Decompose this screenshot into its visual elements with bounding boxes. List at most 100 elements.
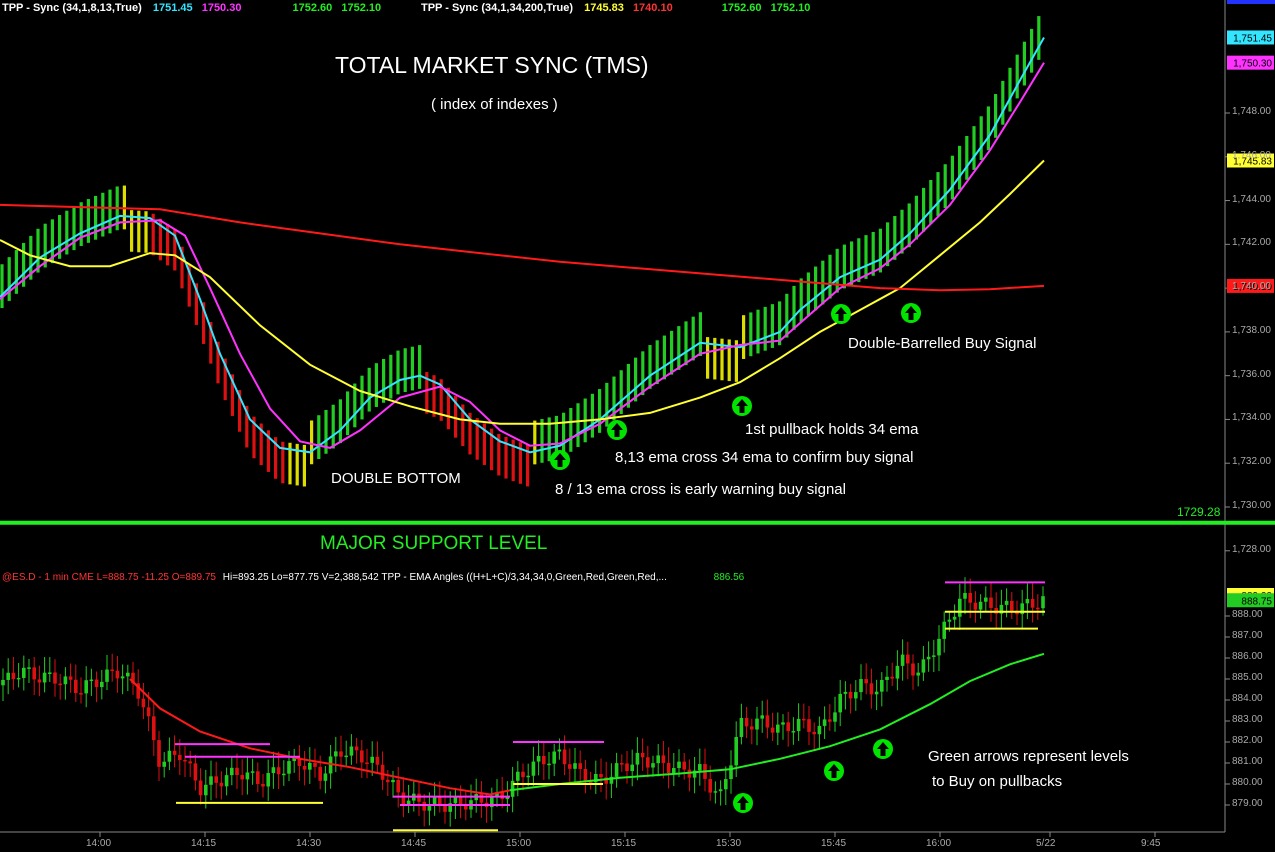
es-candle-body: [937, 638, 941, 656]
support-value-label: 1729.28: [1177, 505, 1221, 519]
tms-price-tag-label: 1,740.10: [1233, 282, 1272, 293]
es-buy-arrow-icon-glyph: [877, 742, 889, 756]
tms-indicator-label: TPP - Sync (34,1,8,13,True): [2, 2, 142, 14]
es-y-tick-label: 883.00: [1232, 714, 1263, 725]
es-candle-body: [178, 754, 182, 760]
es-candle-body: [162, 761, 166, 767]
es-candle-body: [131, 672, 135, 684]
axis-top-marker: [1227, 0, 1275, 4]
es-candle-body: [729, 765, 733, 780]
es-candle-body: [313, 762, 317, 767]
es-price-tag-label: 888.75: [1241, 596, 1272, 607]
es-candle-body: [250, 771, 255, 773]
es-candle-body: [510, 780, 515, 797]
es-candle-body: [817, 725, 822, 735]
tms-price-tag: [1227, 30, 1274, 45]
es-candle-body: [547, 763, 551, 766]
es-ema-line-falling: [129, 678, 511, 796]
es-candle-body: [94, 679, 99, 688]
es-candle-body: [848, 691, 853, 699]
es-candle-body: [536, 756, 541, 762]
es-candle-body: [900, 654, 905, 666]
es-ema-line-rising: [509, 652, 1045, 792]
es-candle-body: [807, 719, 811, 732]
es-candle-body: [906, 654, 910, 664]
es-candle-body: [422, 801, 426, 811]
es-candle-body: [620, 763, 624, 765]
es-y-tick-label: 884.00: [1232, 693, 1263, 704]
es-candle-body: [781, 722, 785, 725]
es-candle-body: [656, 755, 660, 764]
es-price-tag: [1227, 593, 1274, 608]
es-candle-body: [256, 771, 260, 784]
es-candle-body: [370, 756, 374, 763]
es-candle-body: [448, 803, 452, 812]
es-candle-body: [406, 800, 411, 805]
es-candle-body: [16, 677, 21, 680]
x-tick-label: 5/22: [1036, 838, 1056, 849]
es-candle-body: [1030, 599, 1035, 608]
es-candle-body: [495, 792, 499, 798]
es-candle-body: [136, 683, 140, 699]
es-candle-body: [427, 804, 432, 811]
es-candle-body: [963, 592, 967, 599]
major-support-label: MAJOR SUPPORT LEVEL: [320, 533, 548, 554]
es-candle-body: [614, 763, 619, 777]
es-candle-body: [32, 667, 36, 680]
es-candle-body: [666, 762, 671, 774]
tms-price-tag: [1227, 278, 1274, 293]
es-candle-body: [157, 740, 161, 767]
es-candle-body: [692, 770, 697, 778]
es-candle-body: [68, 676, 73, 680]
es-candle-body: [42, 672, 47, 683]
es-candle-body: [230, 767, 234, 776]
x-tick-label: 15:15: [611, 838, 637, 849]
es-candle-body: [708, 778, 712, 793]
es-candle-body: [292, 757, 296, 762]
es-y-tick-label: 888.00: [1232, 609, 1263, 620]
es-candle-body: [235, 767, 239, 776]
chart-title: TOTAL MARKET SYNC (TMS): [335, 52, 649, 78]
tms-price-tag: [1227, 55, 1274, 70]
es-candle-body: [646, 757, 650, 768]
es-candle-body: [240, 775, 244, 780]
es-candle-body: [152, 716, 156, 741]
es-candle-body: [890, 676, 894, 679]
es-candle-body: [640, 752, 645, 758]
x-tick-label: 16:00: [926, 838, 952, 849]
tms-y-tick-label: 1,728.00: [1232, 543, 1271, 555]
tms-price-tag: [1227, 153, 1274, 168]
x-tick-label: 14:15: [191, 838, 217, 849]
es-candle-body: [58, 683, 62, 686]
es-candle-body: [167, 750, 172, 762]
es-candle-body: [443, 805, 447, 812]
es-candle-body: [401, 792, 406, 805]
es-candle-body: [53, 672, 57, 684]
es-y-tick-label: 885.00: [1232, 672, 1263, 683]
es-candle-body: [391, 779, 395, 783]
es-candle-body: [224, 775, 229, 787]
es-candle-body: [838, 693, 842, 713]
es-candle-body: [625, 763, 629, 772]
es-candle-body: [297, 757, 302, 766]
es-candle-body: [339, 751, 343, 757]
es-candle-body: [599, 773, 603, 778]
es-candle-body: [578, 763, 582, 769]
es-candle-body: [126, 672, 130, 677]
es-candle-body: [172, 750, 177, 755]
es-candle-body: [308, 762, 312, 770]
x-tick-label: 15:45: [821, 838, 847, 849]
es-candle-body: [1010, 600, 1014, 611]
es-candle-body: [318, 766, 322, 781]
es-candle-body: [526, 775, 530, 778]
es-candle-body: [79, 693, 83, 695]
tms2-indicator-label: TPP - Sync (34,1,34,200,True): [421, 2, 574, 14]
es-candle-body: [48, 672, 52, 674]
es-candle-body: [323, 773, 328, 781]
es-candle-body: [760, 715, 764, 719]
es-candle-body: [932, 655, 936, 657]
es-candle-body: [828, 719, 832, 722]
es-candle-body: [744, 717, 749, 727]
es-candle-body: [287, 761, 291, 774]
